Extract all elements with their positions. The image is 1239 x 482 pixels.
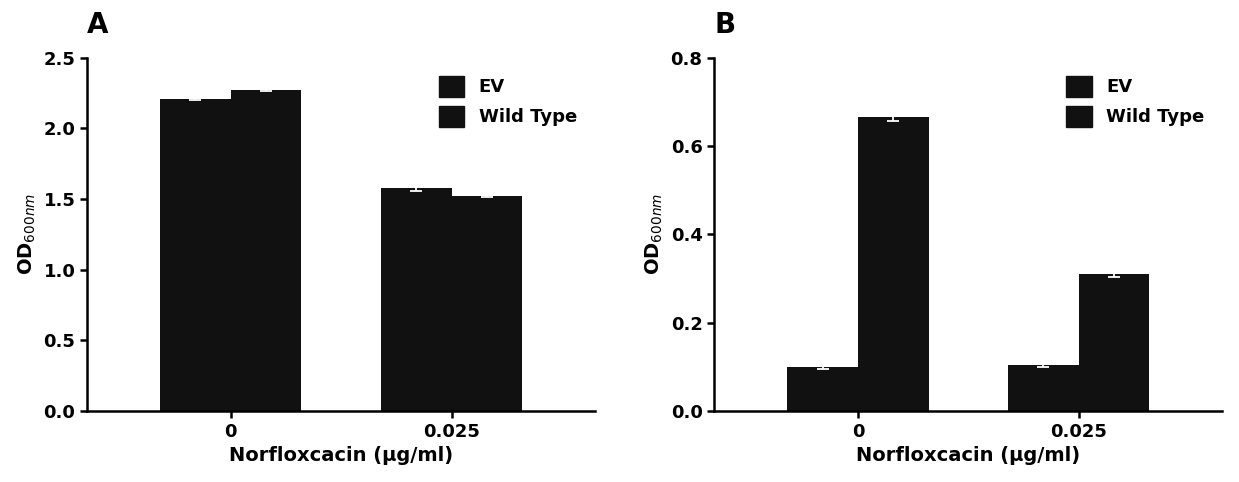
Legend: EV, Wild Type: EV, Wild Type <box>430 67 586 135</box>
Legend: EV, Wild Type: EV, Wild Type <box>1057 67 1213 135</box>
Y-axis label: OD$_{600nm}$: OD$_{600nm}$ <box>644 193 665 275</box>
Bar <box>160 99 230 411</box>
Bar <box>1079 274 1150 411</box>
X-axis label: Norfloxcacin (μg/ml): Norfloxcacin (μg/ml) <box>856 446 1080 465</box>
Bar <box>451 196 523 411</box>
Bar <box>380 188 451 411</box>
Bar <box>1009 364 1079 411</box>
Y-axis label: OD$_{600nm}$: OD$_{600nm}$ <box>16 193 38 275</box>
Bar <box>857 118 928 411</box>
Bar <box>787 367 857 411</box>
Text: A: A <box>87 11 109 39</box>
Text: B: B <box>715 11 736 39</box>
Bar <box>230 90 301 411</box>
X-axis label: Norfloxcacin (μg/ml): Norfloxcacin (μg/ml) <box>229 446 453 465</box>
